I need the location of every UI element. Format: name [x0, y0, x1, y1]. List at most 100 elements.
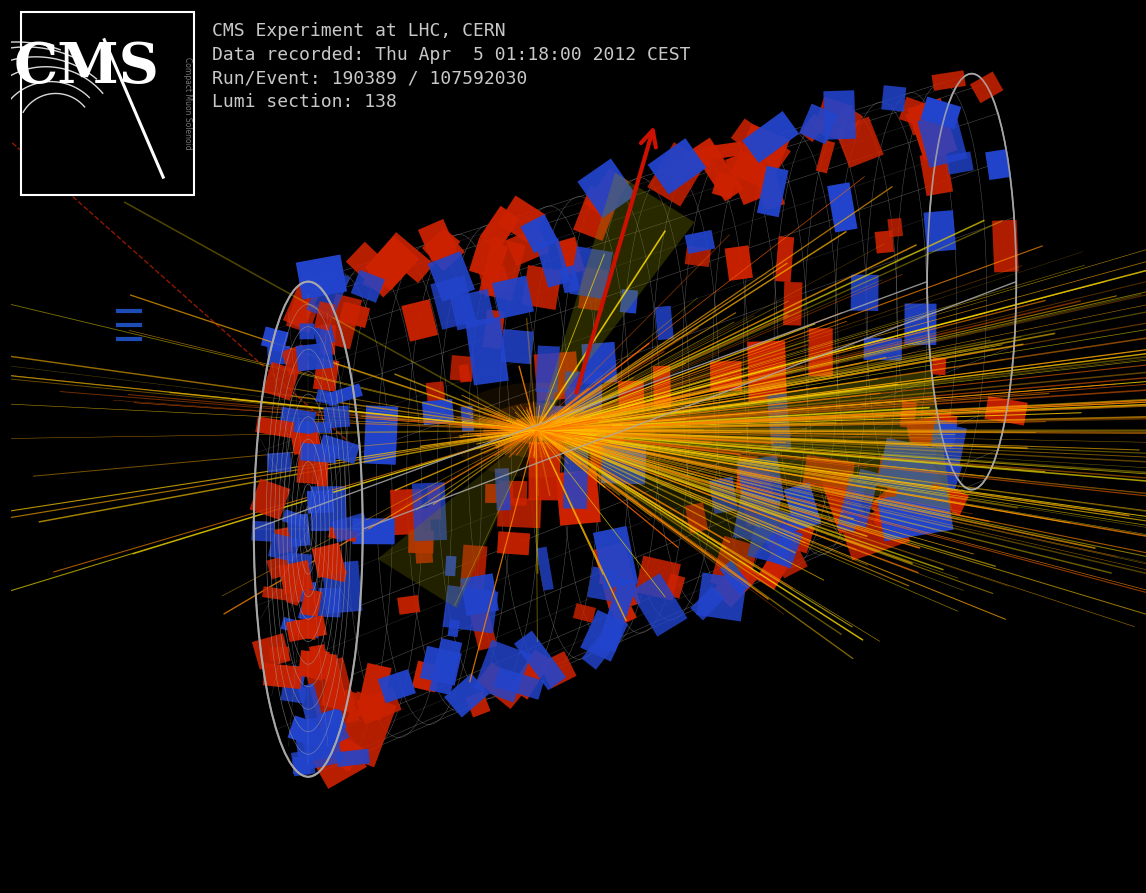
Bar: [282, 509, 306, 528]
Bar: [737, 455, 785, 506]
Bar: [433, 231, 461, 259]
Bar: [890, 461, 937, 518]
Bar: [758, 513, 808, 579]
Bar: [647, 138, 706, 195]
Bar: [536, 388, 555, 419]
Bar: [485, 484, 513, 504]
Bar: [570, 246, 613, 299]
Bar: [497, 196, 545, 243]
Bar: [288, 582, 317, 603]
Bar: [747, 340, 787, 402]
Bar: [262, 663, 303, 689]
Bar: [321, 656, 346, 703]
Bar: [505, 226, 550, 266]
Bar: [587, 566, 617, 601]
Bar: [325, 383, 363, 406]
Bar: [736, 455, 759, 491]
Bar: [725, 147, 775, 205]
Bar: [285, 553, 312, 588]
Bar: [730, 123, 790, 190]
Bar: [800, 113, 826, 142]
Bar: [630, 573, 688, 637]
Bar: [581, 624, 622, 670]
Bar: [281, 345, 311, 376]
Bar: [835, 105, 863, 132]
Bar: [319, 707, 346, 734]
Bar: [647, 142, 707, 206]
Bar: [697, 572, 747, 622]
Bar: [477, 662, 526, 709]
Bar: [315, 389, 339, 406]
Bar: [461, 406, 474, 431]
Bar: [295, 726, 335, 762]
Bar: [492, 276, 534, 319]
Bar: [813, 96, 853, 141]
Bar: [447, 620, 460, 638]
Bar: [869, 489, 918, 538]
Bar: [278, 407, 316, 435]
Bar: [256, 416, 295, 438]
Bar: [559, 265, 580, 293]
Bar: [325, 734, 363, 772]
Ellipse shape: [531, 427, 542, 433]
Bar: [473, 639, 532, 703]
Bar: [684, 246, 712, 267]
Bar: [731, 119, 791, 171]
Ellipse shape: [524, 424, 548, 437]
Bar: [267, 346, 291, 364]
Bar: [460, 545, 487, 591]
Bar: [261, 327, 289, 351]
Bar: [877, 438, 936, 495]
Bar: [422, 229, 465, 271]
Bar: [709, 477, 738, 513]
Bar: [684, 147, 712, 171]
Bar: [783, 282, 802, 326]
Bar: [288, 715, 320, 746]
Bar: [685, 503, 708, 533]
Bar: [945, 152, 974, 175]
Bar: [850, 274, 879, 311]
Bar: [296, 342, 333, 371]
Bar: [684, 230, 715, 254]
Bar: [317, 434, 360, 464]
Bar: [920, 96, 961, 129]
Bar: [355, 687, 401, 724]
Bar: [536, 238, 571, 288]
Bar: [362, 255, 395, 294]
Bar: [285, 297, 319, 333]
Bar: [306, 717, 331, 747]
Bar: [304, 736, 343, 770]
Bar: [278, 560, 313, 595]
Bar: [873, 504, 905, 536]
Bar: [319, 588, 342, 617]
Bar: [479, 205, 520, 250]
Bar: [720, 560, 751, 595]
Bar: [563, 446, 588, 509]
Bar: [445, 673, 489, 718]
Bar: [450, 288, 495, 330]
Bar: [767, 393, 792, 451]
Bar: [479, 266, 511, 297]
Bar: [283, 272, 325, 330]
Bar: [515, 630, 566, 690]
Bar: [898, 464, 945, 505]
Bar: [713, 559, 760, 607]
Bar: [816, 139, 835, 173]
Bar: [753, 164, 785, 210]
Bar: [307, 490, 335, 513]
Bar: [653, 366, 672, 408]
Bar: [917, 111, 967, 168]
Bar: [654, 305, 674, 340]
Bar: [736, 463, 778, 527]
Bar: [827, 182, 857, 232]
Bar: [928, 458, 963, 490]
Bar: [281, 685, 307, 704]
Bar: [292, 620, 319, 640]
Bar: [933, 423, 967, 468]
Bar: [293, 757, 311, 774]
Polygon shape: [536, 430, 793, 579]
Bar: [874, 485, 920, 532]
Bar: [821, 471, 868, 534]
Bar: [823, 90, 856, 139]
Bar: [747, 505, 799, 565]
